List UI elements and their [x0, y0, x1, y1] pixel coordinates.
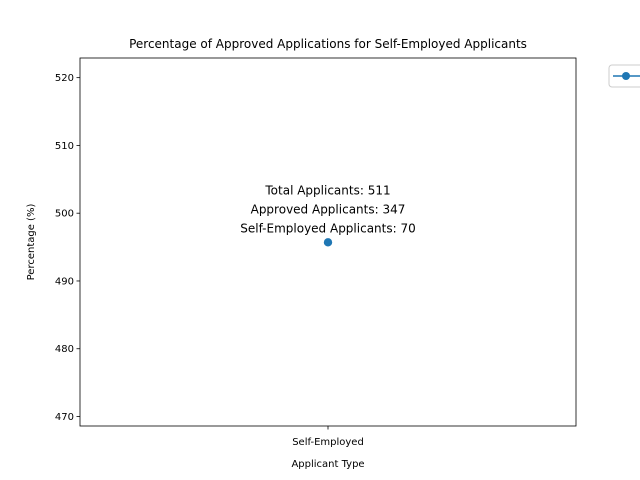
- y-tick-label: 470: [55, 412, 74, 423]
- annotation-line: Self-Employed Applicants: 70: [240, 221, 415, 235]
- y-tick-label: 500: [55, 209, 74, 220]
- chart-title: Percentage of Approved Applications for …: [129, 37, 527, 51]
- y-tick-label: 520: [55, 73, 74, 84]
- data-point: [323, 238, 333, 247]
- annotation-line: Total Applicants: 511: [264, 183, 390, 197]
- legend-series-marker: [622, 72, 630, 80]
- x-tick-label: Self-Employed: [292, 437, 364, 448]
- y-tick-label: 480: [55, 344, 74, 355]
- y-axis-ticks: 470 480 490 500 510 520: [55, 73, 80, 423]
- y-tick-label: 510: [55, 141, 74, 152]
- legend: [608, 64, 640, 88]
- series-layer: [323, 238, 333, 247]
- y-tick-label: 490: [55, 276, 74, 287]
- annotation-line: Approved Applicants: 347: [251, 202, 406, 216]
- x-axis-ticks: Self-Employed: [292, 426, 364, 448]
- summary-annotation: Total Applicants: 511 Approved Applicants…: [240, 183, 415, 235]
- y-axis-label: Percentage (%): [26, 204, 37, 281]
- x-axis-label: Applicant Type: [291, 459, 364, 470]
